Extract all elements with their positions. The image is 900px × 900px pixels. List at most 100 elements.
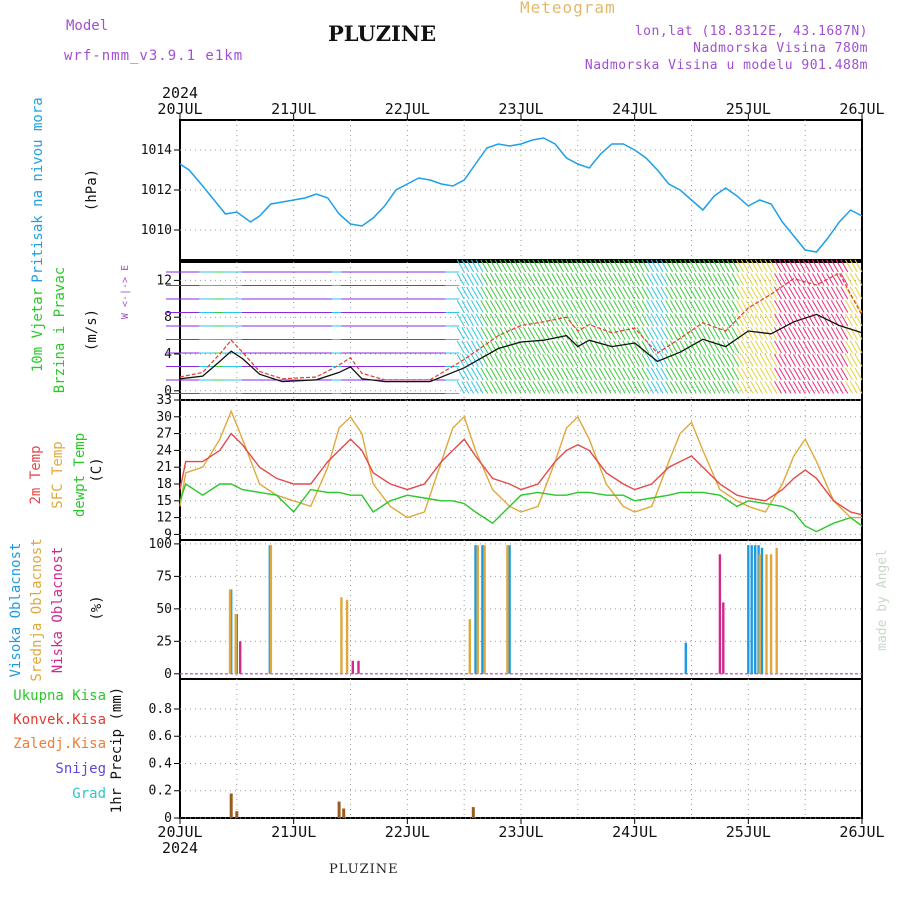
wind-barb <box>759 354 768 367</box>
cloud-bar <box>718 554 722 674</box>
wind-barb <box>537 313 546 327</box>
wind-barb <box>560 300 569 313</box>
wind-barb <box>854 327 863 340</box>
wind-barb <box>845 367 853 381</box>
cloud-bar <box>747 545 750 674</box>
wind-barb <box>745 313 754 327</box>
wind-barb <box>636 273 645 286</box>
wind-barb <box>494 300 503 313</box>
wind-barb <box>485 354 494 367</box>
wind-barb <box>546 259 555 273</box>
wind-barb <box>527 300 536 313</box>
y-tick-label: 8 <box>164 310 172 325</box>
wind-barb <box>603 286 612 300</box>
credit-watermark: made by Angel <box>875 549 890 651</box>
wind-barb <box>674 381 683 394</box>
wind-barb <box>750 313 759 327</box>
wind-barb <box>551 286 560 300</box>
wind-barb <box>792 300 801 313</box>
wind-barb <box>660 327 669 340</box>
wind-barb <box>579 367 588 381</box>
wind-barb <box>532 259 541 273</box>
wind-barb <box>579 340 588 354</box>
wind-barb <box>461 300 470 313</box>
wind-barb <box>807 381 816 394</box>
wind-axis-label-line1: 10m Vjetar <box>30 288 46 372</box>
wind-barb <box>650 381 659 394</box>
wind-barb <box>764 354 773 367</box>
wind-barb <box>769 354 778 367</box>
x-year-top: 2024 <box>162 84 198 102</box>
wind-barb <box>811 354 820 367</box>
wind-barb <box>598 367 607 381</box>
wind-barb <box>669 354 678 367</box>
wind-barb <box>783 367 792 381</box>
y-tick-label: 21 <box>156 460 172 475</box>
wind-barb <box>608 259 617 273</box>
wind-barb <box>518 381 527 394</box>
wind-barb <box>499 286 508 300</box>
wind-compass-label: W <-|-> E <box>120 265 131 319</box>
cloud-bar <box>758 554 761 674</box>
wind-barb <box>712 313 721 327</box>
wind-barb <box>707 381 716 394</box>
wind-barb <box>456 300 465 313</box>
wind-barb <box>518 286 527 300</box>
wind-barb <box>617 381 626 394</box>
wind-barb <box>660 367 669 381</box>
wind-barb <box>641 367 650 381</box>
wind-barb <box>627 313 636 327</box>
wind-barb <box>570 327 579 340</box>
wind-barb <box>546 286 555 300</box>
wind-unit-label: (m/s) <box>84 309 100 351</box>
wind-barb <box>854 354 863 367</box>
wind-barb <box>845 354 853 367</box>
wind-barb <box>712 286 721 300</box>
precip-legend-entry: Ukupna Kisa <box>13 688 106 704</box>
x-tick-label-bottom: 26JUL <box>839 823 884 841</box>
wind-barb <box>665 354 674 367</box>
x-year-bottom: 2024 <box>162 839 198 857</box>
wind-barb <box>845 273 853 286</box>
wind-barb <box>774 300 782 313</box>
precip-bar <box>471 807 475 818</box>
wind-barb <box>603 313 612 327</box>
wind-barb <box>698 313 707 327</box>
wind-barb <box>470 327 479 340</box>
wind-barb <box>494 259 503 273</box>
cloud-bar <box>345 599 349 674</box>
wind-barb <box>849 381 858 394</box>
wind-barb <box>603 381 612 394</box>
wind-barb <box>556 273 565 286</box>
wind-barb <box>565 367 574 381</box>
wind-barb <box>707 367 716 381</box>
wind-barb <box>603 340 612 354</box>
wind-barb <box>518 273 527 286</box>
wind-barb <box>816 300 825 313</box>
wind-barb <box>527 313 536 327</box>
wind-barb <box>594 273 602 286</box>
wind-barb <box>845 300 853 313</box>
wind-barb <box>788 313 797 327</box>
wind-barb <box>617 259 626 273</box>
wind-barb <box>504 286 512 300</box>
wind-barb <box>802 327 811 340</box>
wind-barb <box>650 340 659 354</box>
wind-barb <box>849 300 858 313</box>
wind-barb <box>575 354 584 367</box>
wind-barb <box>797 259 806 273</box>
wind-barb <box>669 313 678 327</box>
y-tick-label: 30 <box>156 410 172 425</box>
wind-barb <box>717 286 726 300</box>
wind-barb <box>537 286 546 300</box>
wind-barb <box>603 300 612 313</box>
wind-barb <box>698 340 707 354</box>
wind-barb <box>560 327 569 340</box>
wind-barb <box>840 354 849 367</box>
wind-barb <box>575 273 584 286</box>
wind-barb <box>594 300 602 313</box>
wind-barb <box>783 381 792 394</box>
wind-barb <box>579 273 588 286</box>
wind-barb <box>774 327 782 340</box>
wind-barb <box>731 381 740 394</box>
